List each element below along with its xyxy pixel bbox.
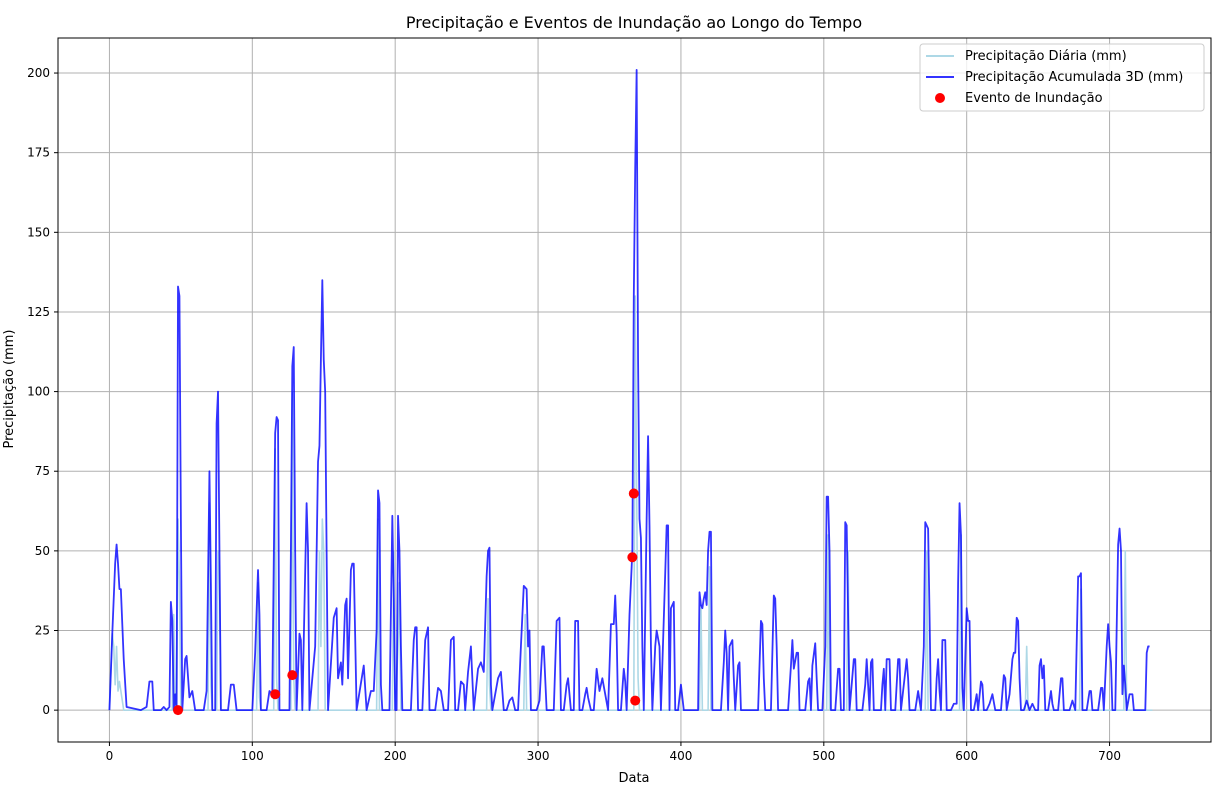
x-axis-label: Data [618,771,649,786]
flood-event-marker [173,705,184,716]
plot-area [108,68,1153,716]
y-tick-label: 100 [27,385,50,399]
y-tick-label: 150 [27,225,50,239]
legend-label: Precipitação Acumulada 3D (mm) [965,70,1183,85]
x-tick-label: 0 [106,749,114,763]
x-tick-label: 500 [812,749,835,763]
series-line-1 [108,68,1150,712]
y-axis-label: Precipitação (mm) [2,329,17,448]
y-tick-label: 200 [27,66,50,80]
flood-event-marker [630,695,641,706]
y-tick-label: 50 [35,544,50,558]
y-tick-label: 0 [42,703,50,717]
x-tick-label: 300 [527,749,550,763]
y-tick-label: 125 [27,305,50,319]
legend-label: Evento de Inundação [965,91,1103,106]
legend-label: Precipitação Diária (mm) [965,49,1127,64]
legend: Precipitação Diária (mm) Precipitação Acu… [919,43,1205,112]
x-tick-label: 200 [384,749,407,763]
flood-event-marker [287,670,298,681]
x-tick-label: 100 [241,749,264,763]
legend-swatch-marker [935,93,945,103]
flood-event-marker [627,552,638,563]
plot-frame [57,37,1212,743]
y-tick-label: 25 [35,624,50,638]
flood-event-marker [270,689,281,700]
y-tick-label: 75 [35,464,50,478]
x-tick-label: 700 [1098,749,1121,763]
x-tick-label: 400 [669,749,692,763]
legend-box [919,43,1205,112]
flood-event-marker [628,488,639,499]
axes: 0 100 200 300 400 500 600 700 0 25 50 75 100 125 150 17… [27,66,1121,763]
chart-title: Precipitação e Eventos de Inundação ao L… [406,13,862,32]
x-tick-label: 600 [955,749,978,763]
y-tick-label: 175 [27,146,50,160]
